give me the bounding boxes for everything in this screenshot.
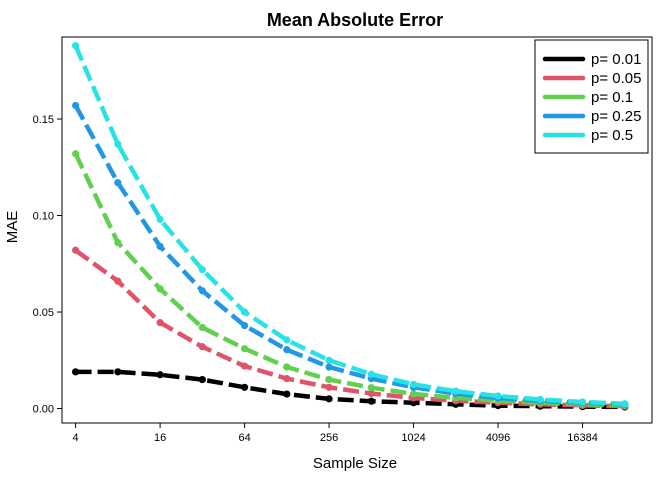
data-point [325, 383, 333, 391]
x-tick-label: 4096 [486, 432, 510, 444]
data-point [325, 395, 333, 403]
legend-entry: p= 0.05 [591, 70, 641, 87]
data-point [198, 323, 206, 332]
data-point [367, 370, 375, 378]
x-tick-label: 16 [154, 432, 166, 444]
y-tick-label: 0.15 [33, 114, 54, 126]
data-point [198, 343, 206, 351]
y-axis: 0.00 0.05 0.10 0.15 [33, 114, 62, 416]
data-point [367, 389, 375, 398]
legend: p= 0.01 p= 0.05 p= 0.1 p= 0.25 p= 0.5 [534, 39, 649, 154]
y-tick-label: 0.05 [33, 307, 54, 319]
y-axis-label: MAE [4, 211, 21, 244]
x-axis-label: Sample Size [313, 455, 397, 472]
series-line [75, 369, 625, 410]
chart-title: Mean Absolute Error [267, 10, 443, 30]
data-point [240, 321, 249, 330]
data-point [578, 398, 587, 406]
plot-area [61, 36, 653, 424]
data-point [72, 150, 80, 158]
data-point [156, 242, 164, 251]
legend-entry: p= 0.5 [591, 127, 633, 144]
data-point [114, 277, 122, 285]
x-tick-label: 1024 [401, 432, 425, 444]
data-point [283, 346, 291, 354]
data-point [114, 140, 122, 148]
data-point [240, 308, 249, 316]
data-point [283, 336, 291, 344]
data-point [240, 345, 249, 353]
data-point [494, 392, 502, 400]
data-point [409, 380, 418, 388]
legend-entry: p= 0.25 [591, 108, 641, 125]
x-tick-label: 64 [238, 432, 250, 444]
data-point [72, 101, 80, 110]
legend-entry: p= 0.1 [591, 89, 633, 106]
x-tick-label: 256 [320, 432, 338, 444]
series-line [73, 44, 625, 406]
legend-entry: p= 0.01 [591, 51, 641, 68]
data-point [114, 179, 122, 187]
plot-border [61, 36, 653, 424]
data-point [240, 383, 249, 391]
series-line [73, 152, 625, 408]
data-point [156, 371, 164, 379]
data-point [621, 400, 629, 408]
data-point [283, 363, 291, 371]
data-point [283, 375, 291, 383]
data-point [72, 42, 80, 50]
data-point [367, 384, 375, 392]
data-point [452, 387, 460, 395]
x-axis: 4 16 64 256 1024 4096 16384 [73, 423, 598, 444]
x-tick-label: 4 [73, 432, 79, 444]
data-point [240, 362, 249, 370]
data-point [72, 368, 80, 376]
data-point [325, 375, 333, 384]
data-point [198, 287, 206, 295]
data-point [156, 215, 164, 223]
y-tick-label: 0.10 [33, 211, 54, 223]
data-point [114, 238, 122, 247]
data-point [156, 319, 164, 327]
data-point [325, 356, 333, 364]
data-point [536, 395, 544, 404]
data-point [72, 246, 80, 254]
series-p0-1 [72, 150, 629, 410]
series-layer [72, 42, 629, 411]
data-point [325, 363, 333, 371]
data-point [114, 368, 122, 376]
x-tick-label: 16384 [567, 432, 598, 444]
series-p0-5 [72, 42, 629, 408]
data-point [198, 265, 206, 274]
data-point [198, 375, 206, 384]
data-point [367, 397, 375, 405]
data-point [409, 390, 418, 398]
data-point [283, 390, 291, 398]
data-point [156, 285, 164, 293]
y-tick-label: 0.00 [33, 404, 54, 416]
